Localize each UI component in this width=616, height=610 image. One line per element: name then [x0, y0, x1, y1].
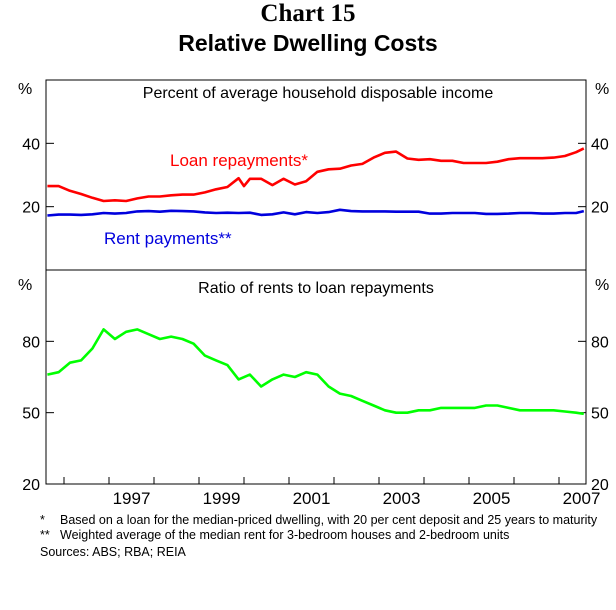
y-tick-label-left: 80: [22, 334, 40, 351]
rent-payments-label: Rent payments**: [104, 229, 232, 248]
x-tick-label: 2001: [293, 489, 331, 508]
footnote-loan: * Based on a loan for the median-priced …: [40, 513, 600, 528]
footnote-mark: *: [40, 513, 45, 527]
y-tick-label-right: 20: [591, 200, 609, 217]
sources: Sources: ABS; RBA; REIA: [40, 545, 186, 559]
unit-label-left: %: [18, 81, 32, 98]
footnotes: * Based on a loan for the median-priced …: [40, 513, 600, 560]
chart-number: Chart 15: [260, 0, 356, 27]
x-tick-label: 2005: [473, 489, 511, 508]
loan-repayments-line: [47, 147, 585, 203]
panel-title: Percent of average household disposable …: [143, 85, 494, 102]
y-tick-label-right: 50: [591, 406, 609, 423]
y-tick-label-left: 50: [22, 406, 40, 423]
x-tick-label: 1999: [203, 489, 241, 508]
y-tick-label-right: 40: [591, 136, 609, 153]
footnote-mark: **: [40, 528, 50, 542]
plot-frame: [45, 79, 587, 485]
loan-repayments-label: Loan repayments*: [170, 151, 308, 170]
x-tick-label: 2003: [383, 489, 421, 508]
footnote-rent: ** Weighted average of the median rent f…: [40, 528, 600, 543]
y-tick-label-left: 40: [22, 136, 40, 153]
y-tick-label-right: 80: [591, 334, 609, 351]
x-tick-label: 2007: [563, 489, 601, 508]
ratio-line: [47, 328, 585, 416]
unit-label-left: %: [18, 277, 32, 294]
footnote-text: Weighted average of the median rent for …: [60, 528, 510, 542]
footnote-text: Based on a loan for the median-priced dw…: [60, 513, 598, 527]
y-tick-label-left: 20: [22, 200, 40, 217]
unit-label-right: %: [595, 277, 609, 294]
chart-title: Relative Dwelling Costs: [178, 30, 438, 56]
unit-label-right: %: [595, 81, 609, 98]
rent-payments-line: [47, 208, 585, 217]
panel-title: Ratio of rents to loan repayments: [198, 280, 434, 297]
x-tick-label: 1997: [113, 489, 151, 508]
y-tick-label-right: 20: [591, 477, 609, 494]
y-tick-label-left: 20: [22, 477, 40, 494]
